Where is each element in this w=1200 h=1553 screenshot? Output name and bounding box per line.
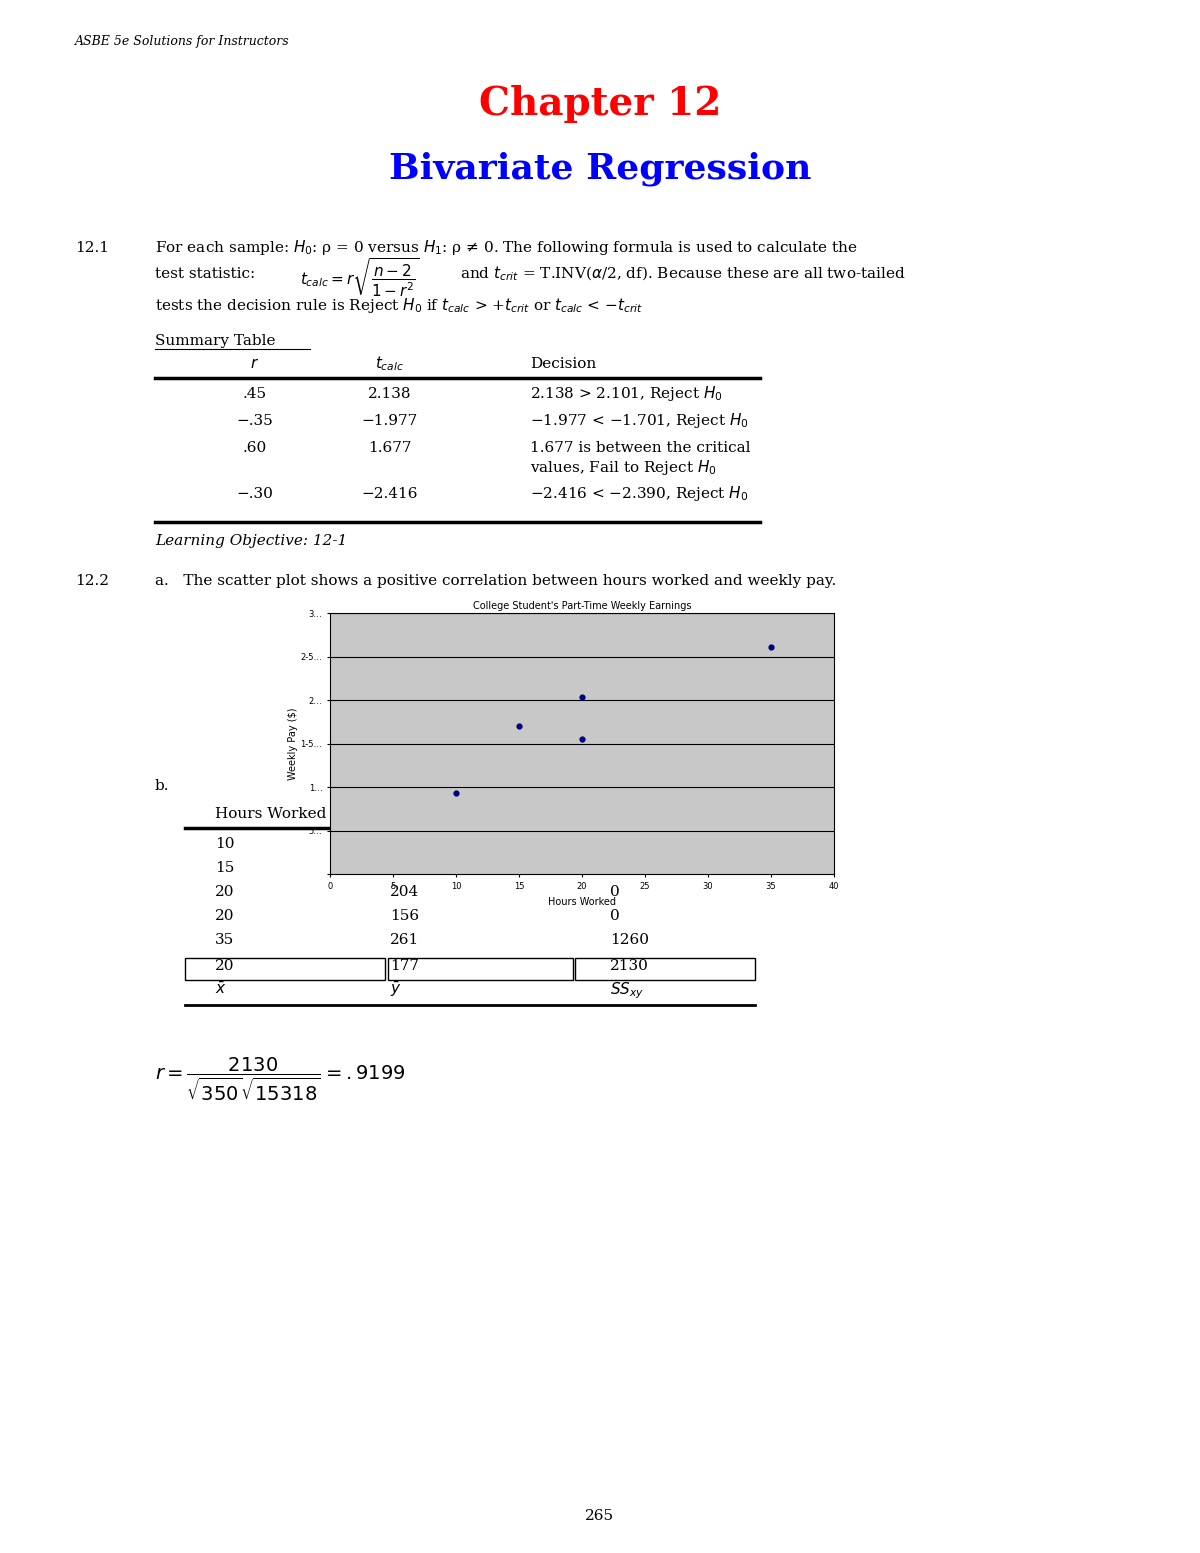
Bar bbox=[575, 958, 755, 980]
Text: 265: 265 bbox=[586, 1510, 614, 1523]
Text: 2.138 > 2.101, Reject $H_0$: 2.138 > 2.101, Reject $H_0$ bbox=[530, 384, 722, 402]
Text: 35: 35 bbox=[215, 933, 234, 947]
Text: a.   The scatter plot shows a positive correlation between hours worked and week: a. The scatter plot shows a positive cor… bbox=[155, 575, 836, 589]
Text: test statistic:: test statistic: bbox=[155, 267, 256, 281]
Text: 15: 15 bbox=[215, 860, 234, 874]
Bar bbox=[388, 958, 574, 980]
Text: 20: 20 bbox=[215, 885, 234, 899]
Text: 1.677: 1.677 bbox=[368, 441, 412, 455]
Text: $\bar{y}$: $\bar{y}$ bbox=[390, 980, 402, 999]
Text: 840: 840 bbox=[610, 837, 640, 851]
Text: −1.977: −1.977 bbox=[362, 415, 418, 429]
Text: −.35: −.35 bbox=[236, 415, 274, 429]
Text: 12.2: 12.2 bbox=[74, 575, 109, 589]
Text: Hours Worked ( X ): Hours Worked ( X ) bbox=[215, 808, 360, 822]
Point bbox=[572, 685, 592, 710]
Text: 0: 0 bbox=[610, 909, 619, 922]
Text: and $t_{crit}$ = T.INV($\alpha$/2, df). Because these are all two-tailed: and $t_{crit}$ = T.INV($\alpha$/2, df). … bbox=[460, 264, 906, 283]
Text: 12.1: 12.1 bbox=[74, 241, 109, 255]
Text: −1.977 < −1.701, Reject $H_0$: −1.977 < −1.701, Reject $H_0$ bbox=[530, 412, 749, 430]
Title: College Student's Part-Time Weekly Earnings: College Student's Part-Time Weekly Earni… bbox=[473, 601, 691, 612]
Text: 2.138: 2.138 bbox=[368, 387, 412, 401]
Text: 2130: 2130 bbox=[610, 960, 649, 974]
Point bbox=[510, 713, 529, 738]
Y-axis label: Weekly Pay ($): Weekly Pay ($) bbox=[288, 708, 298, 780]
Text: values, Fail to Reject $H_0$: values, Fail to Reject $H_0$ bbox=[530, 458, 716, 477]
Text: 204: 204 bbox=[390, 885, 419, 899]
Text: 0: 0 bbox=[610, 885, 619, 899]
Text: Summary Table: Summary Table bbox=[155, 334, 276, 348]
Text: Weekly Pay ( Y ): Weekly Pay ( Y ) bbox=[390, 806, 510, 822]
Text: Bivariate Regression: Bivariate Regression bbox=[389, 151, 811, 185]
Text: 10: 10 bbox=[215, 837, 234, 851]
Text: 30: 30 bbox=[610, 860, 629, 874]
Text: 20: 20 bbox=[215, 909, 234, 922]
Text: Decision: Decision bbox=[530, 357, 596, 371]
Bar bbox=[185, 958, 385, 980]
Text: $\bar{x}$: $\bar{x}$ bbox=[215, 981, 227, 997]
Text: Learning Objective: 12-1: Learning Objective: 12-1 bbox=[155, 534, 347, 548]
Text: −2.416 < −2.390, Reject $H_0$: −2.416 < −2.390, Reject $H_0$ bbox=[530, 485, 749, 503]
Point bbox=[446, 781, 466, 806]
Text: −2.416: −2.416 bbox=[361, 488, 419, 502]
Text: $t_{calc}$: $t_{calc}$ bbox=[376, 354, 404, 373]
Text: For each sample: $H_0$: ρ = 0 versus $H_1$: ρ ≠ 0. The following formula is used: For each sample: $H_0$: ρ = 0 versus $H_… bbox=[155, 238, 858, 256]
Text: 1260: 1260 bbox=[610, 933, 649, 947]
Text: −.30: −.30 bbox=[236, 488, 274, 502]
Text: .45: .45 bbox=[242, 387, 268, 401]
Text: $r = \dfrac{2130}{\sqrt{350}\sqrt{15318}} = .9199$: $r = \dfrac{2130}{\sqrt{350}\sqrt{15318}… bbox=[155, 1056, 406, 1103]
Text: 1.677 is between the critical: 1.677 is between the critical bbox=[530, 441, 750, 455]
Text: 156: 156 bbox=[390, 909, 419, 922]
Text: Chapter 12: Chapter 12 bbox=[479, 85, 721, 123]
Text: $(x_i - \bar{x})(y_i - \bar{y})$: $(x_i - \bar{x})(y_i - \bar{y})$ bbox=[610, 804, 715, 823]
Text: 93: 93 bbox=[390, 837, 409, 851]
Text: 177: 177 bbox=[390, 960, 419, 974]
Text: 261: 261 bbox=[390, 933, 419, 947]
Point bbox=[762, 635, 781, 660]
Text: 20: 20 bbox=[215, 960, 234, 974]
Text: ASBE 5e Solutions for Instructors: ASBE 5e Solutions for Instructors bbox=[74, 36, 289, 48]
Text: b.: b. bbox=[155, 780, 169, 794]
Text: .60: .60 bbox=[242, 441, 268, 455]
Text: $t_{calc} = r\sqrt{\dfrac{n-2}{1-r^2}}$: $t_{calc} = r\sqrt{\dfrac{n-2}{1-r^2}}$ bbox=[300, 256, 420, 298]
Text: 171: 171 bbox=[390, 860, 419, 874]
Text: $SS_{xy}$: $SS_{xy}$ bbox=[610, 980, 644, 1000]
Text: tests the decision rule is Reject $H_0$ if $t_{calc}$ > +$t_{crit}$ or $t_{calc}: tests the decision rule is Reject $H_0$ … bbox=[155, 297, 643, 315]
Text: $r$: $r$ bbox=[251, 357, 259, 371]
Point bbox=[572, 727, 592, 752]
X-axis label: Hours Worked: Hours Worked bbox=[548, 896, 616, 907]
